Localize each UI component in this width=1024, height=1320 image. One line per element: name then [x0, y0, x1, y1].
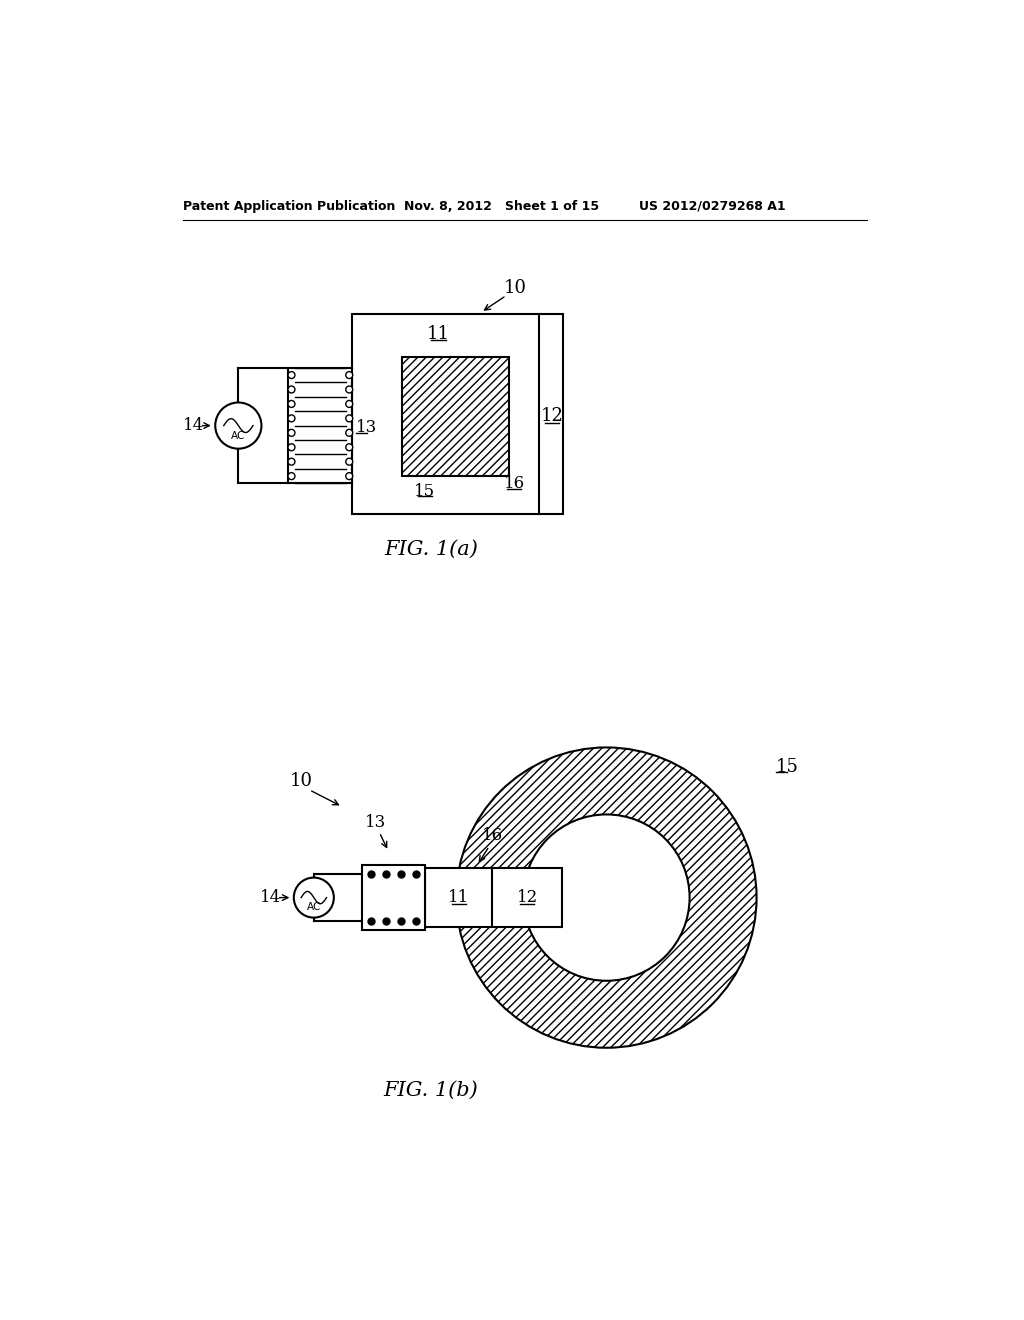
Text: 11: 11 — [427, 325, 451, 343]
Circle shape — [346, 458, 352, 465]
Circle shape — [215, 403, 261, 449]
Circle shape — [288, 473, 295, 479]
Bar — [401, 358, 509, 477]
Circle shape — [346, 444, 352, 450]
Text: FIG. 1(b): FIG. 1(b) — [383, 1081, 478, 1100]
Text: 10: 10 — [504, 279, 527, 297]
Text: AC: AC — [306, 902, 321, 912]
Text: 12: 12 — [516, 890, 538, 906]
Text: 15: 15 — [776, 758, 799, 776]
Circle shape — [346, 385, 352, 393]
Text: Patent Application Publication: Patent Application Publication — [183, 199, 395, 213]
Bar — [352, 314, 563, 515]
Text: 10: 10 — [290, 772, 313, 789]
Circle shape — [346, 414, 352, 422]
Circle shape — [288, 400, 295, 408]
Circle shape — [346, 400, 352, 408]
Text: 14: 14 — [183, 417, 204, 434]
Circle shape — [288, 429, 295, 437]
Circle shape — [288, 385, 295, 393]
Circle shape — [346, 473, 352, 479]
Circle shape — [457, 747, 757, 1048]
Circle shape — [288, 444, 295, 450]
Circle shape — [288, 372, 295, 379]
Text: 13: 13 — [365, 813, 386, 830]
Bar — [361, 866, 425, 929]
Text: 15: 15 — [414, 483, 435, 499]
Text: 13: 13 — [356, 420, 378, 437]
Text: AC: AC — [231, 430, 246, 441]
Bar — [425, 869, 562, 927]
Circle shape — [523, 814, 689, 981]
Text: 12: 12 — [541, 408, 563, 425]
Bar — [425, 869, 562, 927]
Text: 16: 16 — [482, 828, 503, 845]
Text: Nov. 8, 2012   Sheet 1 of 15: Nov. 8, 2012 Sheet 1 of 15 — [403, 199, 599, 213]
Text: 14: 14 — [260, 890, 282, 906]
Circle shape — [346, 429, 352, 437]
Text: 11: 11 — [449, 890, 470, 906]
Text: FIG. 1(a): FIG. 1(a) — [384, 540, 478, 560]
Text: 16: 16 — [504, 475, 524, 492]
Circle shape — [288, 414, 295, 422]
Circle shape — [288, 458, 295, 465]
Text: US 2012/0279268 A1: US 2012/0279268 A1 — [639, 199, 785, 213]
Circle shape — [346, 372, 352, 379]
Circle shape — [294, 878, 334, 917]
